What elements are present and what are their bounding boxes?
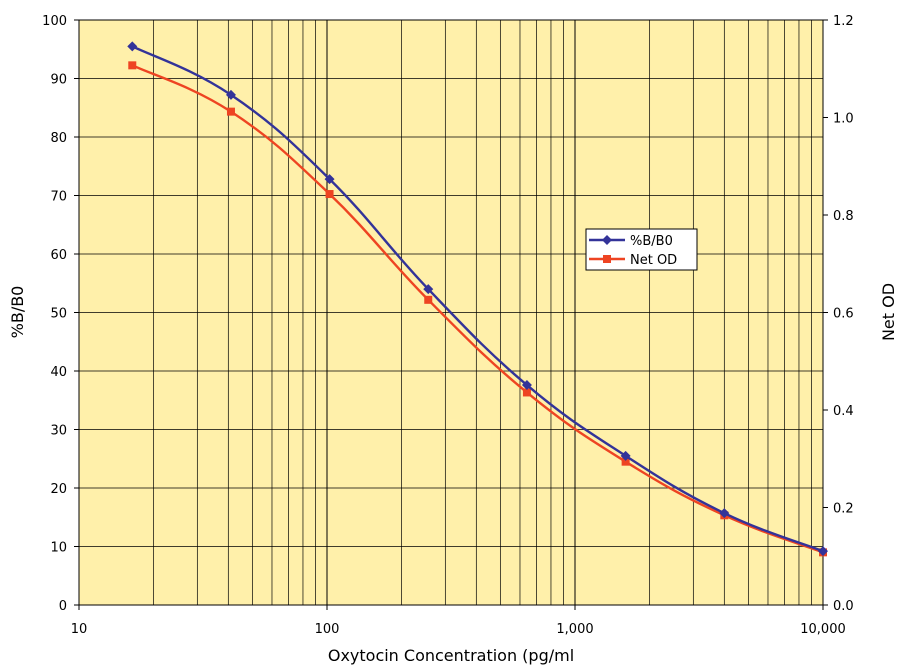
y2-tick-label: 0.6 xyxy=(833,307,854,322)
y2-tick-label: 1.2 xyxy=(833,14,854,29)
y-tick-label: 20 xyxy=(50,482,67,497)
x-tick-label: 1,000 xyxy=(556,622,593,637)
x-tick-label: 10,000 xyxy=(800,622,846,637)
right-axis-ticks: 0.0 0.2 0.4 0.6 0.8 1.0 1.2 xyxy=(823,14,854,614)
y-tick-label: 10 xyxy=(50,541,67,556)
series-layer xyxy=(127,41,828,557)
data-point-diamond xyxy=(818,546,828,557)
data-point-diamond xyxy=(423,284,434,295)
legend-diamond-marker xyxy=(602,235,612,245)
y2-tick-label: 0.0 xyxy=(833,599,854,614)
legend-label: %B/B0 xyxy=(630,234,673,249)
y-axis-title: %B/B0 xyxy=(8,286,27,339)
x-axis-ticks: 10 100 1,000 10,000 xyxy=(71,605,846,637)
series-line xyxy=(131,64,824,554)
data-point-square xyxy=(226,107,235,116)
data-point-square xyxy=(128,61,137,70)
y2-axis-title: Net OD xyxy=(879,283,898,341)
data-point-diamond xyxy=(127,41,138,52)
y-tick-label: 60 xyxy=(50,248,67,263)
y-tick-label: 0 xyxy=(59,599,67,614)
y2-tick-label: 0.4 xyxy=(833,404,854,419)
y-tick-label: 50 xyxy=(50,307,67,322)
y2-tick-label: 0.8 xyxy=(833,209,854,224)
x-tick-label: 10 xyxy=(71,622,88,637)
left-axis-ticks: 0 10 20 30 40 50 60 70 80 90 100 xyxy=(42,14,79,614)
y2-tick-label: 1.0 xyxy=(833,112,854,127)
data-point-diamond xyxy=(225,89,236,100)
y-tick-label: 80 xyxy=(50,131,67,146)
data-point-diamond xyxy=(521,380,532,391)
y-tick-label: 100 xyxy=(42,14,67,29)
data-point-square xyxy=(621,457,630,466)
x-tick-label: 100 xyxy=(315,622,340,637)
x-axis-title: Oxytocin Concentration (pg/ml xyxy=(328,646,574,665)
legend: %B/B0 Net OD xyxy=(585,228,698,271)
y-tick-label: 30 xyxy=(50,424,67,439)
data-point-diamond xyxy=(719,508,730,519)
y-tick-label: 90 xyxy=(50,73,67,88)
data-point-diamond xyxy=(620,450,631,461)
y-tick-label: 40 xyxy=(50,365,67,380)
series-line xyxy=(131,45,824,553)
data-point-square xyxy=(522,388,531,397)
y2-tick-label: 0.2 xyxy=(833,502,854,517)
data-point-square xyxy=(325,190,334,199)
legend-box xyxy=(585,228,698,271)
legend-label: Net OD xyxy=(630,253,677,268)
data-point-diamond xyxy=(324,174,335,185)
data-point-square xyxy=(424,295,433,304)
y-tick-label: 70 xyxy=(50,190,67,205)
legend-square-marker xyxy=(603,255,611,263)
